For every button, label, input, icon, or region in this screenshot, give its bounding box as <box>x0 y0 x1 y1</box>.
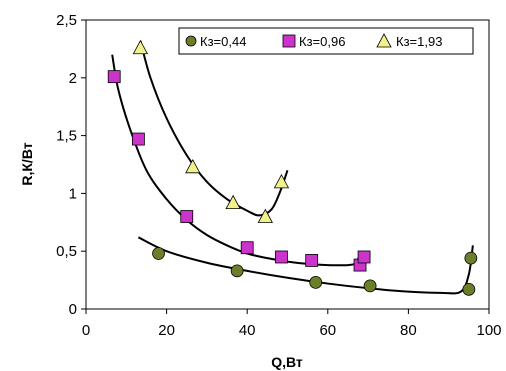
data-point-square <box>305 254 319 267</box>
x-tick-label: 60 <box>319 322 336 339</box>
data-markers <box>107 39 478 296</box>
data-point-triangle <box>225 194 241 210</box>
x-tick-label: 40 <box>239 322 256 339</box>
trendline-series-2 <box>139 40 289 217</box>
data-point-square <box>131 132 145 146</box>
legend-label-kz-044: Кз=0,44 <box>200 34 246 49</box>
data-point-circle <box>152 247 165 260</box>
x-tick-label: 100 <box>476 322 501 339</box>
y-tick-label: 2,5 <box>56 12 77 29</box>
trendlines <box>111 40 474 295</box>
data-point-circle <box>363 279 377 293</box>
x-axis-title: Q,Вт <box>271 354 303 370</box>
y-tick-label: 1,5 <box>56 128 77 145</box>
data-point-triangle <box>185 158 201 174</box>
legend-marker-kz-193 <box>376 33 392 48</box>
y-axis-title: R,К/Вт <box>19 142 35 185</box>
legend-marker-kz-096 <box>282 34 296 48</box>
y-tick-label: 0 <box>69 301 77 318</box>
legend-label-kz-193: Кз=1,93 <box>396 34 442 49</box>
trendline-series-0 <box>137 236 474 295</box>
data-point-circle <box>309 276 323 289</box>
data-point-square <box>275 250 288 264</box>
legend-marker-kz-044 <box>185 35 197 47</box>
y-tick-label: 0,5 <box>56 243 77 260</box>
data-point-triangle <box>132 39 149 55</box>
data-point-square <box>357 250 371 264</box>
data-point-square <box>107 70 121 84</box>
data-point-square <box>240 241 254 255</box>
data-point-circle <box>464 251 478 265</box>
y-axis-ticks: 0 0,5 1 1,5 2 2,5 <box>56 12 86 318</box>
legend-box <box>178 27 474 55</box>
data-point-triangle <box>257 208 274 223</box>
data-point-square <box>180 210 194 223</box>
data-point-triangle <box>273 173 290 189</box>
x-axis-ticks: 0 20 40 60 80 100 <box>82 309 502 339</box>
x-tick-label: 0 <box>82 322 90 339</box>
x-tick-label: 20 <box>158 322 175 339</box>
legend: Кз=0,44 Кз=0,96 Кз=1,93 <box>178 27 474 55</box>
x-tick-label: 80 <box>400 322 417 339</box>
y-tick-label: 1 <box>69 185 77 202</box>
data-point-circle <box>462 282 476 296</box>
trendline-series-1 <box>111 54 361 267</box>
legend-label-kz-096: Кз=0,96 <box>299 34 345 49</box>
y-tick-label: 2 <box>69 70 77 87</box>
data-point-circle <box>230 264 244 278</box>
